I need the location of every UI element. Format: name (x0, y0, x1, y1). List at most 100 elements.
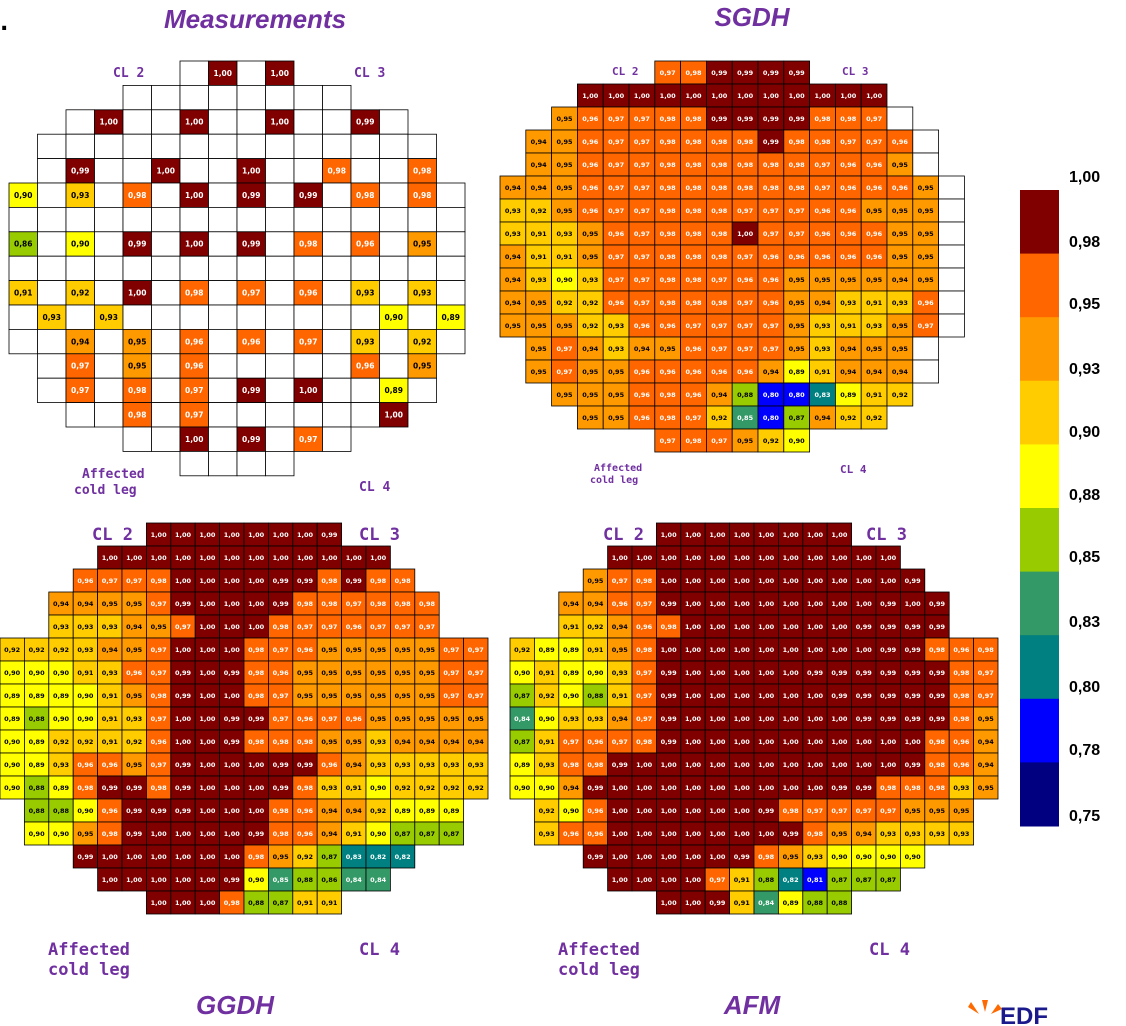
scale-tick-5: 0,88 (1069, 487, 1100, 504)
cell-label-ggdh-r9-c5: 0,92 (126, 738, 142, 746)
cell-measurements-r16-c9 (266, 451, 295, 475)
scale-tick-2: 0,95 (1069, 296, 1100, 313)
cell-label-ggdh-r7-c0: 0,89 (4, 692, 21, 700)
cell-label-ggdh-r0-c13: 0,99 (321, 531, 338, 539)
cell-label-afm-r8-c18: 0,98 (953, 715, 970, 723)
cell-label-ggdh-r5-c19: 0,97 (468, 646, 484, 654)
cell-label-sgdh-r4-c11: 0,98 (789, 161, 806, 169)
cell-label-sgdh-r13-c13: 0,94 (840, 368, 857, 376)
cell-label-afm-r11-c9: 1,00 (734, 784, 751, 792)
cell-measurements-r8-c12 (351, 256, 380, 280)
cell-label-afm-r11-c5: 1,00 (636, 784, 653, 792)
heatmap-sgdh: 0,97 0,98 0,99 0,99 0,99 0,991,00 1,00 1,00 1,00… (500, 61, 964, 452)
cell-measurements-r10-c0 (9, 305, 38, 329)
cell-label-ggdh-r13-c9: 1,00 (224, 830, 241, 838)
cell-label-afm-r14-c10: 0,98 (758, 853, 775, 861)
cell-label-measurements-r4-c14: 0,98 (413, 167, 432, 176)
cell-label-afm-r15-c8: 0,97 (709, 876, 725, 884)
cell-label-ggdh-r8-c13: 0,97 (321, 715, 337, 723)
cell-label-ggdh-r13-c3: 0,95 (77, 830, 94, 838)
cell-label-sgdh-r8-c2: 0,91 (556, 253, 573, 261)
cell-measurements-r9-c13 (380, 281, 409, 305)
cell-label-sgdh-r16-c7: 0,98 (685, 437, 702, 445)
label-cl3-measurements: CL 3 (354, 66, 385, 81)
cell-label-ggdh-r10-c11: 0,99 (273, 761, 290, 769)
cell-label-sgdh-r7-c11: 0,97 (789, 230, 805, 238)
cell-label-afm-r13-c16: 0,93 (905, 830, 921, 838)
cell-label-afm-r9-c11: 1,00 (783, 738, 800, 746)
cell-label-afm-r9-c3: 0,96 (587, 738, 604, 746)
cell-label-sgdh-r8-c8: 0,98 (711, 253, 728, 261)
cell-label-ggdh-r10-c5: 0,95 (126, 761, 143, 769)
cell-measurements-r13-c9 (266, 378, 295, 402)
cell-label-sgdh-r12-c7: 0,96 (685, 345, 702, 353)
cell-label-sgdh-r3-c4: 0,97 (608, 138, 624, 146)
cell-label-afm-r5-c18: 0,96 (953, 646, 970, 654)
cell-label-measurements-r2-c12: 0,99 (356, 118, 375, 127)
cell-measurements-r12-c5 (152, 354, 181, 378)
cell-label-ggdh-r12-c11: 0,98 (273, 807, 290, 815)
cell-label-afm-r12-c7: 1,00 (685, 807, 702, 815)
cell-measurements-r10-c5 (152, 305, 181, 329)
label-cl2-measurements: CL 2 (113, 66, 144, 81)
cell-label-afm-r2-c5: 0,98 (636, 577, 653, 585)
cell-label-afm-r2-c16: 0,99 (905, 577, 922, 585)
cell-label-ggdh-r13-c14: 0,91 (346, 830, 363, 838)
cell-measurements-r11-c9 (266, 329, 295, 353)
cell-label-ggdh-r8-c10: 0,99 (248, 715, 265, 723)
label-affected-measurements: Affected (82, 467, 145, 482)
cell-label-sgdh-r1-c4: 1,00 (608, 92, 625, 100)
cell-label-ggdh-r10-c2: 0,93 (53, 761, 69, 769)
cell-measurements-r13-c11 (323, 378, 352, 402)
cell-label-ggdh-r5-c10: 0,98 (248, 646, 265, 654)
cell-label-afm-r12-c10: 0,99 (758, 807, 775, 815)
cell-label-afm-r3-c7: 1,00 (685, 600, 702, 608)
cell-label-sgdh-r12-c8: 0,97 (711, 345, 727, 353)
cell-label-sgdh-r9-c0: 0,94 (505, 276, 522, 284)
cell-label-afm-r13-c10: 1,00 (758, 830, 775, 838)
cell-label-afm-r12-c18: 0,95 (953, 807, 970, 815)
label-cl3-sgdh: CL 3 (842, 65, 869, 78)
cell-measurements-r5-c9 (266, 183, 295, 207)
cell-label-afm-r15-c9: 0,91 (734, 876, 751, 884)
scale-tick-8: 0,80 (1069, 679, 1100, 696)
cell-label-ggdh-r16-c12: 0,91 (297, 899, 314, 907)
cell-measurements-r6-c12 (351, 207, 380, 231)
cell-label-ggdh-r1-c6: 1,00 (151, 554, 168, 562)
cell-label-afm-r4-c15: 0,99 (880, 623, 897, 631)
cell-label-sgdh-r5-c2: 0,95 (556, 184, 573, 192)
cell-measurements-r11-c13 (380, 329, 409, 353)
cell-label-ggdh-r14-c3: 0,99 (77, 853, 94, 861)
cell-label-afm-r4-c13: 1,00 (831, 623, 848, 631)
cell-label-sgdh-r14-c2: 0,95 (556, 391, 573, 399)
cell-label-sgdh-r1-c13: 1,00 (840, 92, 857, 100)
cell-label-sgdh-r1-c7: 1,00 (685, 92, 702, 100)
cell-label-afm-r9-c10: 1,00 (758, 738, 775, 746)
cell-label-measurements-r12-c12: 0,96 (356, 362, 375, 371)
cell-label-sgdh-r14-c7: 0,96 (685, 391, 702, 399)
cell-label-afm-r11-c4: 1,00 (612, 784, 629, 792)
scale-band-2 (1020, 317, 1059, 381)
cell-label-sgdh-r6-c6: 0,98 (660, 207, 677, 215)
cell-label-ggdh-r10-c7: 0,99 (175, 761, 192, 769)
cell-label-sgdh-r9-c4: 0,97 (608, 276, 624, 284)
cell-label-ggdh-r5-c11: 0,97 (273, 646, 289, 654)
cell-label-afm-r9-c6: 0,99 (661, 738, 678, 746)
cell-label-sgdh-r12-c1: 0,95 (531, 345, 548, 353)
cell-label-afm-r6-c3: 0,90 (587, 669, 604, 677)
cell-label-ggdh-r11-c13: 0,93 (321, 784, 337, 792)
cell-label-sgdh-r5-c0: 0,94 (505, 184, 522, 192)
cell-measurements-r13-c14 (408, 378, 437, 402)
cell-label-afm-r14-c7: 1,00 (685, 853, 702, 861)
cell-label-measurements-r12-c6: 0,96 (185, 362, 204, 371)
cell-label-sgdh-r8-c13: 0,96 (840, 253, 857, 261)
cell-label-ggdh-r6-c2: 0,90 (53, 669, 70, 677)
cell-label-ggdh-r9-c13: 0,95 (321, 738, 338, 746)
cell-label-ggdh-r2-c14: 0,99 (346, 577, 363, 585)
cell-label-ggdh-r12-c16: 0,89 (395, 807, 412, 815)
cell-label-measurements-r14-c4: 0,98 (128, 411, 147, 420)
cell-label-sgdh-r3-c8: 0,98 (711, 138, 728, 146)
cell-measurements-r16-c7 (209, 451, 238, 475)
cell-label-sgdh-r10-c5: 0,97 (634, 299, 650, 307)
